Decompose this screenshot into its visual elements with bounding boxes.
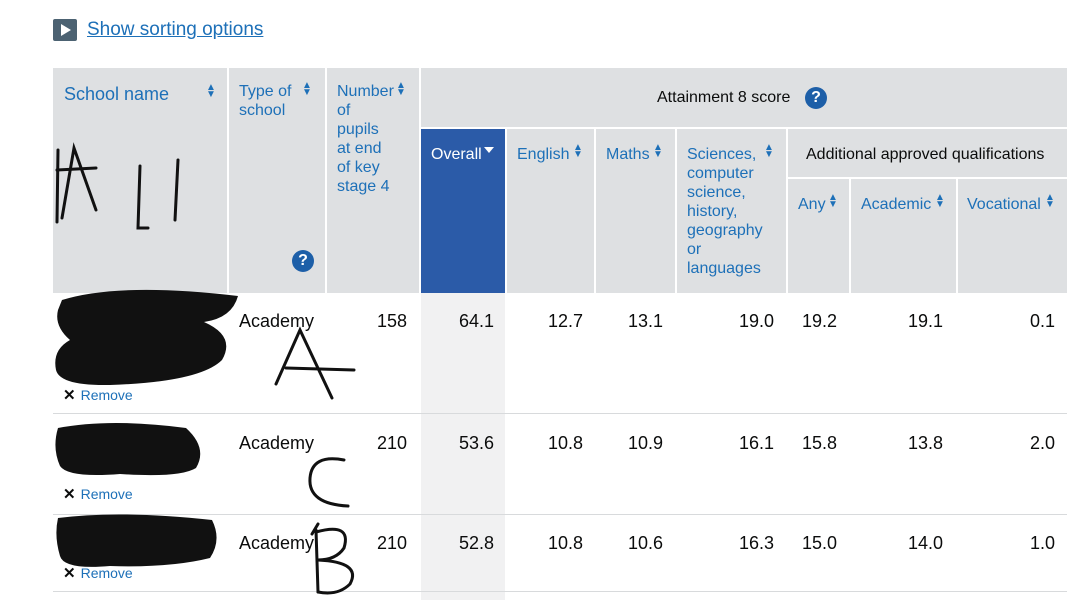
row-divider [53, 514, 1067, 515]
academic-cell: 14.0 [907, 533, 943, 553]
academic-cell: 13.8 [907, 433, 943, 453]
english-label[interactable]: English [517, 146, 570, 163]
type-cell: Academy [239, 533, 315, 553]
sort-desc-icon[interactable] [484, 147, 494, 153]
english-cell: 12.7 [547, 311, 583, 331]
attainment-8-label: Attainment 8 score [657, 89, 791, 106]
vocational-cell: 1.0 [1029, 533, 1055, 553]
header-additional [788, 129, 1067, 177]
row-divider [53, 413, 1067, 414]
vocational-cell: 0.1 [1029, 311, 1055, 331]
sort-arrows-icon[interactable]: ▲ ▼ [302, 80, 312, 98]
sort-arrows-icon[interactable]: ▲ ▼ [1045, 192, 1055, 210]
pupils-cell: 210 [376, 433, 407, 453]
header-pupils[interactable] [327, 68, 419, 293]
play-icon[interactable] [53, 19, 77, 41]
close-icon: ✕ [63, 565, 76, 582]
header-academic[interactable] [851, 179, 956, 293]
remove-link[interactable]: ✕ Remove [63, 565, 133, 582]
pupils-label[interactable]: Number of pupils at end of key stage 4 [337, 83, 394, 195]
sort-arrows-icon[interactable]: ▲ ▼ [828, 192, 838, 210]
sort-arrows-icon[interactable]: ▲ ▼ [653, 142, 663, 160]
type-of-school-label[interactable]: Type of school [239, 83, 292, 119]
overall-cell: 52.8 [458, 533, 494, 553]
english-cell: 10.8 [547, 433, 583, 453]
sciences-cell: 16.1 [738, 433, 774, 453]
any-cell: 15.8 [802, 433, 838, 453]
overall-cell: 64.1 [458, 311, 494, 331]
overall-label[interactable]: Overall [431, 146, 482, 163]
pupils-cell: 158 [376, 311, 407, 331]
header-sciences[interactable] [677, 129, 786, 293]
header-attainment [421, 68, 1067, 127]
sort-arrows-icon[interactable]: ▲ ▼ [206, 82, 216, 100]
row-divider [53, 591, 1067, 592]
sciences-label[interactable]: Sciences, computer science, history, geogr… [687, 146, 763, 277]
sciences-cell: 19.0 [738, 311, 774, 331]
maths-cell: 13.1 [627, 311, 663, 331]
maths-cell: 10.6 [627, 533, 663, 553]
english-cell: 10.8 [547, 533, 583, 553]
school-name-label[interactable]: School name [64, 84, 170, 104]
maths-label[interactable]: Maths [606, 146, 650, 163]
type-cell: Academy [239, 433, 315, 453]
any-label[interactable]: Any [798, 196, 826, 213]
header-english[interactable] [507, 129, 594, 293]
any-cell: 19.2 [802, 311, 838, 331]
overall-cell: 53.6 [458, 433, 494, 453]
sort-arrows-icon[interactable]: ▲ ▼ [573, 142, 583, 160]
type-cell: Academy [239, 311, 315, 331]
vocational-label[interactable]: Vocational [967, 196, 1041, 213]
vocational-cell: 2.0 [1029, 433, 1055, 453]
help-icon[interactable]: ? [805, 87, 827, 109]
header-overall[interactable] [421, 129, 505, 293]
overall-column-shade [421, 293, 505, 600]
maths-cell: 10.9 [627, 433, 663, 453]
sort-arrows-icon[interactable]: ▲ ▼ [396, 80, 406, 98]
sort-arrows-icon[interactable]: ▲ ▼ [935, 192, 945, 210]
close-icon: ✕ [63, 387, 76, 404]
help-icon[interactable]: ? [292, 250, 314, 272]
remove-link[interactable]: ✕ Remove [63, 486, 133, 503]
remove-link[interactable]: ✕ Remove [63, 387, 133, 404]
header-any[interactable] [788, 179, 849, 293]
any-cell: 15.0 [802, 533, 838, 553]
additional-qualifications-label: Additional approved qualifications [806, 146, 1045, 163]
sort-arrows-icon[interactable]: ▲ ▼ [764, 142, 774, 160]
pupils-cell: 210 [376, 533, 407, 553]
academic-label[interactable]: Academic [861, 196, 932, 213]
show-sorting-options-link[interactable]: Show sorting options [87, 19, 264, 40]
header-vocational[interactable] [958, 179, 1067, 293]
academic-cell: 19.1 [907, 311, 943, 331]
close-icon: ✕ [63, 486, 76, 503]
header-maths[interactable] [596, 129, 675, 293]
sciences-cell: 16.3 [738, 533, 774, 553]
